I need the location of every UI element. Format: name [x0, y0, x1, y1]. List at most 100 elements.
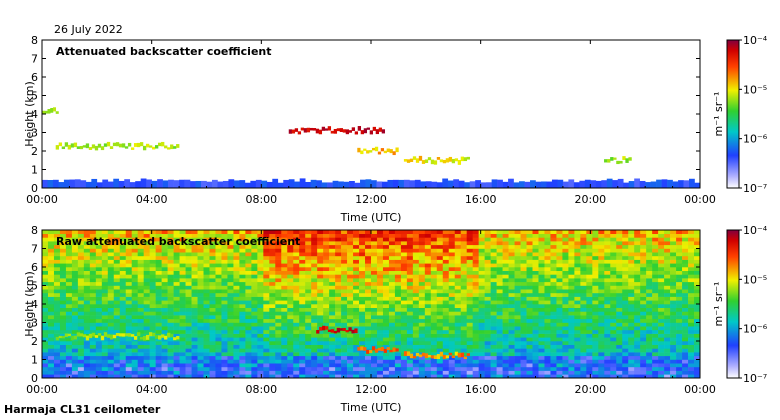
noise-cell — [526, 252, 533, 257]
noise-cell — [149, 259, 156, 264]
noise-cell — [47, 300, 55, 305]
noise-cell — [42, 292, 49, 297]
noise-cell — [42, 248, 49, 253]
noise-cell — [95, 248, 103, 253]
noise-cell — [335, 370, 342, 375]
noise-cell — [107, 281, 115, 286]
noise-cell — [532, 318, 539, 323]
noise-cell — [89, 300, 97, 305]
noise-cell — [556, 259, 563, 264]
noise-cell — [173, 289, 180, 294]
noise-cell — [424, 255, 432, 260]
noise-cell — [197, 270, 204, 275]
noise-cell — [77, 359, 85, 364]
noise-cell — [694, 230, 701, 234]
noise-cell — [149, 289, 156, 294]
noise-cell — [574, 315, 581, 320]
noise-cell — [430, 244, 438, 249]
noise-cell — [388, 263, 396, 268]
noise-cell — [442, 248, 450, 253]
noise-cell — [347, 244, 354, 249]
noise-cell — [664, 255, 671, 260]
noise-cell — [353, 270, 360, 275]
noise-cell — [341, 281, 348, 286]
noise-cell — [502, 263, 509, 268]
noise-cell — [604, 355, 611, 360]
noise-cell — [161, 311, 168, 316]
noise-cell — [634, 374, 641, 379]
noise-cell — [382, 267, 390, 271]
noise-cell — [113, 244, 121, 249]
noise-cell — [59, 322, 67, 327]
noise-cell — [682, 370, 689, 375]
noise-cell — [161, 363, 168, 368]
layer-cloud-low-morning — [73, 142, 78, 148]
noise-cell — [532, 281, 539, 286]
layer-boundary-layer — [656, 179, 662, 188]
noise-cell — [478, 259, 485, 264]
noise-cell — [634, 285, 641, 290]
noise-cell — [442, 352, 450, 357]
noise-cell — [299, 329, 306, 334]
noise-cell — [646, 322, 653, 327]
noise-cell — [149, 341, 156, 345]
noise-cell — [161, 263, 168, 268]
noise-cell — [371, 255, 378, 260]
noise-cell — [125, 267, 133, 271]
noise-cell — [233, 333, 240, 338]
noise-cell — [532, 366, 539, 371]
noise-cell — [125, 370, 133, 375]
noise-cell — [604, 329, 611, 334]
noise-cell — [257, 270, 264, 275]
noise-cell — [275, 352, 282, 357]
noise-cell — [652, 352, 659, 357]
noise-cell — [119, 359, 127, 364]
noise-cell — [371, 274, 378, 279]
noise-cell — [233, 267, 240, 271]
noise-cell — [251, 318, 258, 323]
noise-cell — [77, 289, 85, 294]
noise-cell — [59, 252, 67, 257]
noise-cell — [335, 300, 342, 305]
noise-cell — [562, 326, 569, 331]
noise-cell — [514, 252, 521, 257]
noise-cell — [365, 285, 372, 290]
layer-boundary-layer — [173, 180, 180, 188]
noise-cell — [400, 259, 408, 264]
noise-cell — [418, 281, 426, 286]
noise-cell — [335, 344, 342, 349]
layer-boundary-layer — [464, 182, 470, 188]
noise-cell — [562, 285, 569, 290]
noise-cell — [526, 352, 533, 357]
noise-cell — [137, 274, 144, 279]
layer-cloud-low-morning — [158, 142, 162, 147]
noise-cell — [347, 289, 354, 294]
noise-cell — [460, 285, 468, 290]
noise-cell — [454, 281, 462, 286]
noise-cell — [616, 370, 623, 375]
noise-cell — [382, 292, 390, 297]
layer-boundary-layer — [261, 180, 268, 188]
noise-cell — [251, 333, 258, 338]
noise-cell — [508, 274, 515, 279]
noise-cell — [299, 359, 306, 364]
noise-cell — [400, 374, 408, 379]
noise-cell — [71, 255, 79, 260]
noise-cell — [83, 278, 91, 283]
noise-cell — [257, 304, 264, 308]
noise-cell — [185, 267, 192, 271]
noise-cell — [257, 300, 264, 305]
noise-cell — [191, 374, 198, 379]
layer-cloud-elevated — [369, 130, 374, 135]
noise-cell — [502, 292, 509, 297]
noise-cell — [113, 307, 121, 312]
noise-cell — [311, 344, 318, 349]
noise-cell — [65, 237, 73, 242]
noise-cell — [640, 315, 647, 320]
noise-cell — [359, 300, 366, 305]
noise-cell — [496, 241, 503, 246]
noise-cell — [586, 337, 593, 342]
noise-cell — [694, 237, 701, 242]
noise-cell — [239, 252, 246, 257]
noise-cell — [544, 355, 551, 360]
